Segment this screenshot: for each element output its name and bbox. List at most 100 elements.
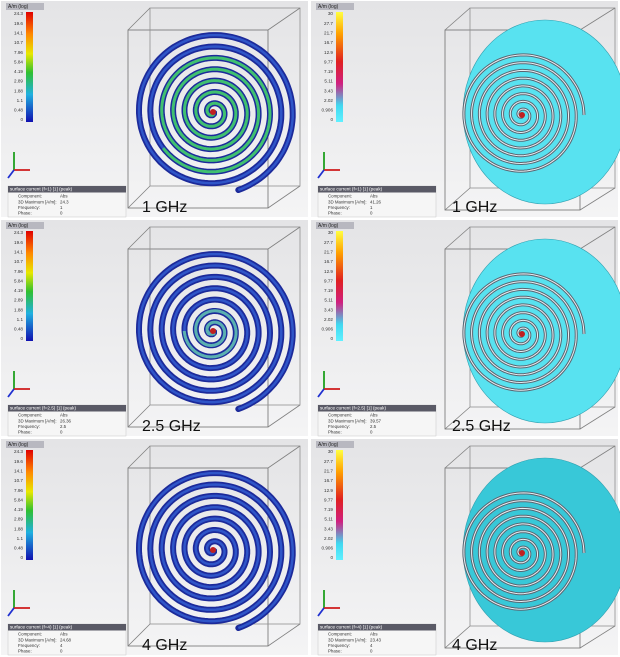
info-value: Abs xyxy=(370,194,378,199)
legend-tick-label: 19.6 xyxy=(14,21,23,26)
legend-tick-label: 1.1 xyxy=(17,98,24,103)
legend-tick-label: 3.43 xyxy=(324,526,333,531)
legend-tick-label: 12.9 xyxy=(324,50,333,55)
legend-tick-label: 5.84 xyxy=(14,59,23,64)
info-title: surface current (f=2.5) [1] (peak) xyxy=(10,406,76,411)
legend-tick-label: 14.1 xyxy=(14,30,23,35)
legend-tick-label: 4.19 xyxy=(14,507,23,512)
legend-tick-label: 2.02 xyxy=(324,98,333,103)
legend-tick-label: 1.1 xyxy=(17,317,24,322)
legend-tick-label: 10.7 xyxy=(14,478,23,483)
legend-tick-label: 21.7 xyxy=(324,468,333,473)
legend-tick-label: 7.96 xyxy=(14,50,23,55)
info-value: 24.3 xyxy=(60,199,69,204)
info-label: 3D Maximum [A/m]: xyxy=(328,418,367,423)
info-label: Phase: xyxy=(328,648,342,653)
legend-tick-label: 7.19 xyxy=(324,288,333,293)
legend-tick-label: 5.11 xyxy=(324,79,333,84)
legend-title: A/m (log) xyxy=(318,4,339,10)
legend-tick-label: 0 xyxy=(330,336,333,341)
feed-point xyxy=(210,328,216,334)
panel: A/m (log) 24.3 19.6 14.1 10.7 7.96 5.84 4.19 2.8… xyxy=(1,1,308,217)
legend-tick-label: 0 xyxy=(20,555,23,560)
legend-tick-label: 9.77 xyxy=(324,59,333,64)
info-title: surface current (f=4) [1] (peak) xyxy=(320,625,383,630)
frequency-label: 2.5 GHz xyxy=(142,418,201,435)
legend-tick-label: 0.48 xyxy=(14,108,23,113)
panel-background xyxy=(1,220,308,436)
legend-tick-label: 2.89 xyxy=(14,298,23,303)
legend-tick-label: 30 xyxy=(328,449,334,454)
legend-tick-label: 12.9 xyxy=(324,488,333,493)
info-value: 24.68 xyxy=(60,637,72,642)
panel: A/m (log)24.319.614.110.77.965.844.192.8… xyxy=(1,439,308,655)
legend-tick-label: 27.7 xyxy=(324,240,333,245)
info-title: surface current (f=1) [1] (peak) xyxy=(320,187,383,192)
legend-tick-label: 5.84 xyxy=(14,497,23,502)
legend-tick-label: 4.19 xyxy=(14,69,23,74)
legend-tick-label: 21.7 xyxy=(324,249,333,254)
legend-tick-label: 9.77 xyxy=(324,278,333,283)
legend-tick-label: 1.88 xyxy=(14,88,23,93)
info-value: Abs xyxy=(60,413,68,418)
info-value: 41.26 xyxy=(370,199,382,204)
legend-tick-label: 3.43 xyxy=(324,307,333,312)
legend-tick-label: 2.02 xyxy=(324,536,333,541)
info-value: 2.5 xyxy=(370,424,377,429)
legend-tick-label: 0.906 xyxy=(322,108,334,113)
legend-title: A/m (log) xyxy=(318,223,339,229)
info-label: Component: xyxy=(328,413,352,418)
legend-tick-label: 5.84 xyxy=(14,278,23,283)
legend-tick-label: 7.19 xyxy=(324,69,333,74)
legend-tick-label: 0 xyxy=(20,336,23,341)
legend-tick-label: 10.7 xyxy=(14,40,23,45)
legend-tick-label: 1.1 xyxy=(17,536,24,541)
legend-tick-label: 10.7 xyxy=(14,259,23,264)
legend-colorbar xyxy=(26,12,33,122)
info-title: surface current (f=2.5) [1] (peak) xyxy=(320,406,386,411)
legend-tick-label: 30 xyxy=(328,230,334,235)
feed-point xyxy=(519,112,525,118)
legend-colorbar xyxy=(336,450,343,560)
frequency-label: 4 GHz xyxy=(142,637,187,654)
legend-tick-label: 24.3 xyxy=(14,449,23,454)
legend-title: A/m (log) xyxy=(8,4,29,10)
info-label: Component: xyxy=(328,632,352,637)
legend-colorbar xyxy=(26,231,33,341)
legend-tick-label: 2.89 xyxy=(14,79,23,84)
info-label: Phase: xyxy=(18,648,32,653)
info-value: 23.43 xyxy=(370,637,382,642)
legend-tick-label: 1.88 xyxy=(14,526,23,531)
info-label: 3D Maximum [A/m]: xyxy=(18,199,57,204)
info-label: Frequency: xyxy=(328,643,350,648)
legend-tick-label: 4.19 xyxy=(14,288,23,293)
legend-tick-label: 21.7 xyxy=(324,30,333,35)
panel-background xyxy=(1,1,308,217)
legend-tick-label: 7.96 xyxy=(14,269,23,274)
info-value: 39.57 xyxy=(370,418,382,423)
feed-point xyxy=(519,550,525,556)
legend-tick-label: 30 xyxy=(328,11,334,16)
info-label: Frequency: xyxy=(328,205,350,210)
legend-tick-label: 0.906 xyxy=(322,327,334,332)
legend-tick-label: 0 xyxy=(330,555,333,560)
legend-title: A/m (log) xyxy=(8,442,29,448)
legend-tick-label: 16.7 xyxy=(324,259,333,264)
info-value: Abs xyxy=(60,194,68,199)
info-label: Frequency: xyxy=(18,424,40,429)
info-label: Component: xyxy=(18,194,42,199)
frequency-label: 1 GHz xyxy=(142,199,187,216)
info-label: Frequency: xyxy=(18,205,40,210)
info-label: 3D Maximum [A/m]: xyxy=(18,637,57,642)
legend-tick-label: 16.7 xyxy=(324,478,333,483)
legend-title: A/m (log) xyxy=(8,223,29,229)
info-title: surface current (f=4) [1] (peak) xyxy=(10,625,73,630)
info-label: Component: xyxy=(18,413,42,418)
legend-colorbar xyxy=(26,450,33,560)
legend-tick-label: 0.48 xyxy=(14,546,23,551)
legend-tick-label: 7.19 xyxy=(324,507,333,512)
legend-tick-label: 9.77 xyxy=(324,497,333,502)
legend-tick-label: 3.43 xyxy=(324,88,333,93)
legend-tick-label: 14.1 xyxy=(14,249,23,254)
info-label: Phase: xyxy=(328,210,342,215)
